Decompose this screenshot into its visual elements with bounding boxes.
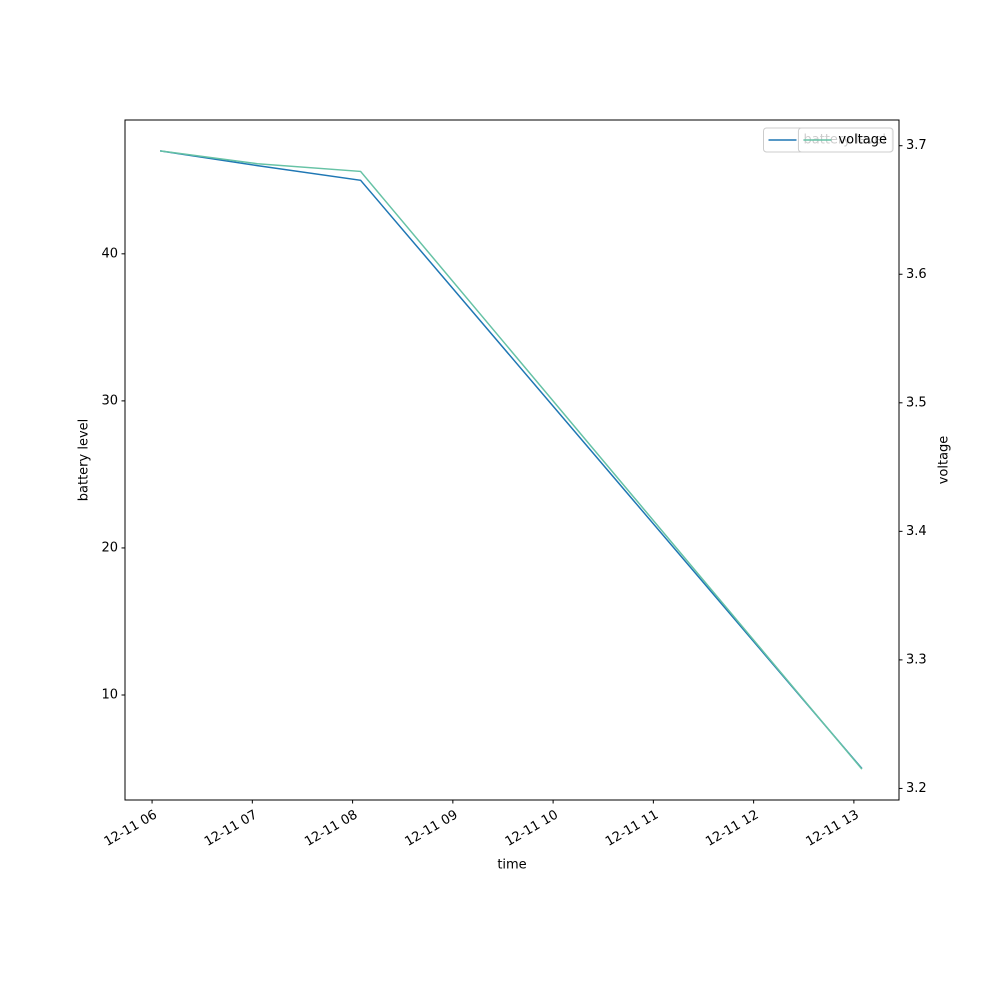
y2-tick-label: 3.6 [906, 267, 927, 282]
y2-tick-label: 3.5 [906, 395, 927, 410]
y2-tick-label: 3.7 [906, 138, 927, 153]
plot-frame [124, 119, 900, 801]
y-tick-label: 20 [101, 540, 118, 555]
series-line [159, 150, 863, 770]
legend-box [797, 127, 894, 153]
y-tick-label: 30 [101, 393, 118, 408]
legend-label: voltage [838, 133, 887, 148]
y2-tick-label: 3.4 [906, 524, 927, 539]
y2-axis-label: voltage [937, 436, 952, 485]
legend: voltage [797, 127, 894, 153]
y-axis-label: battery level [77, 419, 92, 502]
y2-tick-label: 3.2 [906, 781, 927, 796]
y-tick-label: 40 [101, 246, 118, 261]
series-line [159, 150, 863, 770]
x-axis-label: time [497, 858, 526, 873]
y2-tick-label: 3.3 [906, 652, 927, 667]
y-tick-label: 10 [101, 688, 118, 703]
